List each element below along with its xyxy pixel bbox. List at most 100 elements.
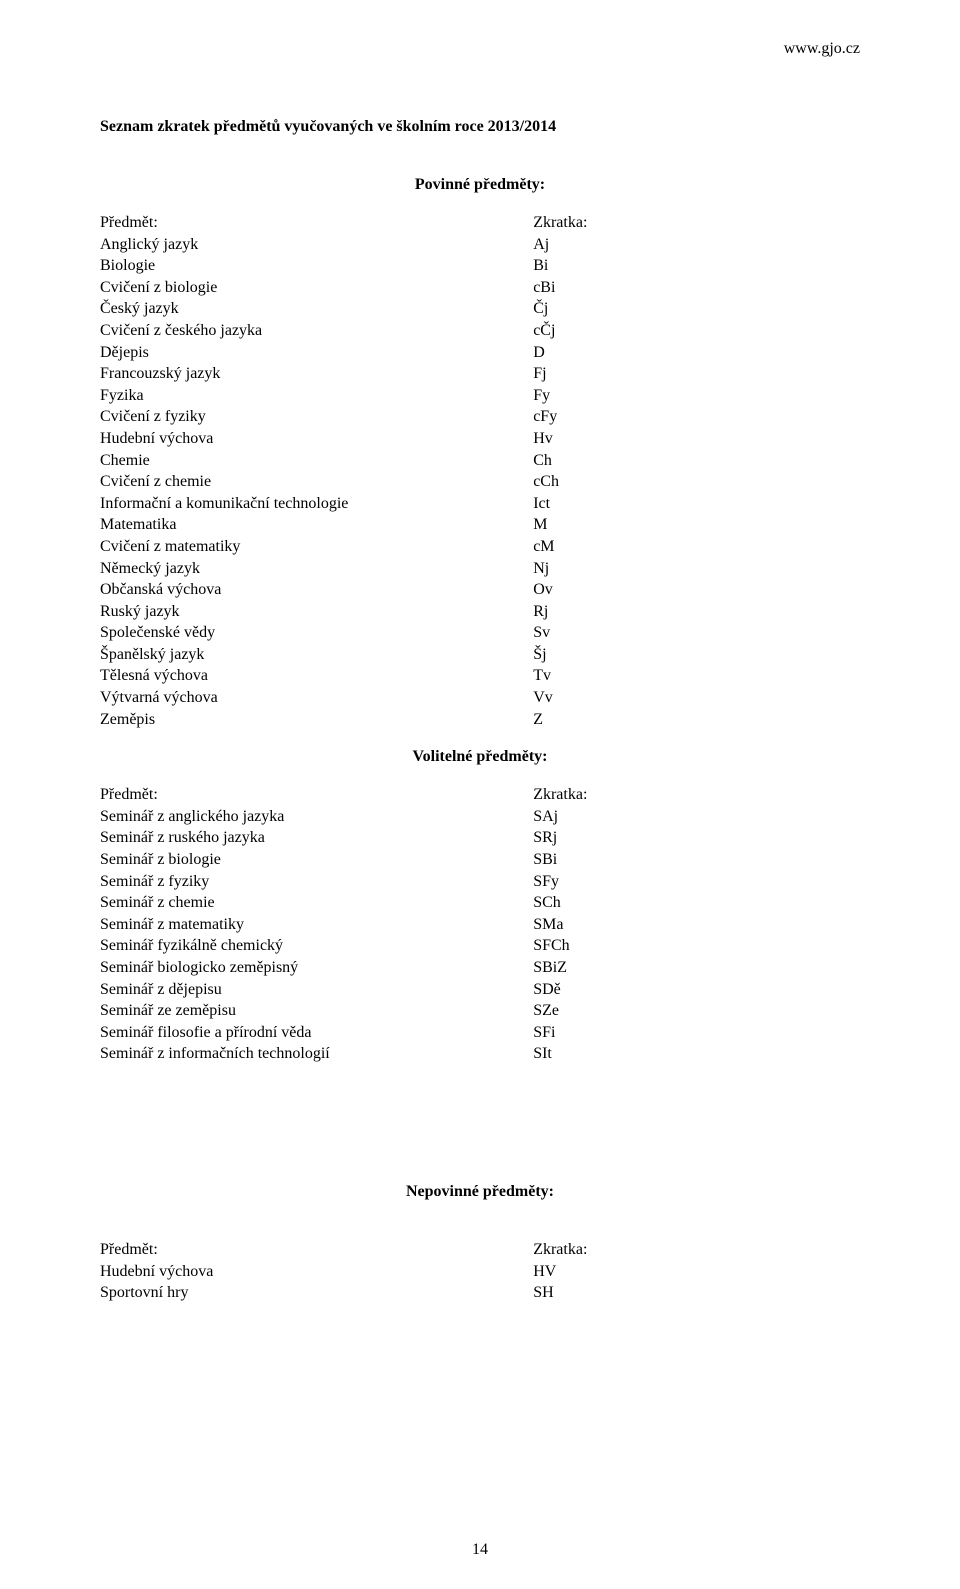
- subject-name: Sportovní hry: [100, 1282, 533, 1304]
- subject-abbrev: Bi: [533, 255, 860, 277]
- page-url: www.gjo.cz: [100, 40, 860, 58]
- subject-abbrev: M: [533, 514, 860, 536]
- subject-name: Chemie: [100, 450, 533, 472]
- table-row: ZeměpisZ: [100, 709, 860, 731]
- subject-name: Český jazyk: [100, 298, 533, 320]
- subject-abbrev: Rj: [533, 601, 860, 623]
- table-row: Seminář z chemieSCh: [100, 892, 860, 914]
- table-row: Anglický jazykAj: [100, 234, 860, 256]
- table-row: Český jazykČj: [100, 298, 860, 320]
- subject-name: Seminář z dějepisu: [100, 979, 533, 1001]
- subject-name: Seminář z biologie: [100, 849, 533, 871]
- table-row: Tělesná výchovaTv: [100, 665, 860, 687]
- subject-name: Zeměpis: [100, 709, 533, 731]
- subject-abbrev: Nj: [533, 558, 860, 580]
- subject-abbrev: SH: [533, 1282, 860, 1304]
- table-row: Cvičení z matematikycM: [100, 536, 860, 558]
- subject-abbrev: cČj: [533, 320, 860, 342]
- subject-name: Cvičení z biologie: [100, 277, 533, 299]
- subject-name: Hudební výchova: [100, 1261, 533, 1283]
- table-row: Cvičení z fyzikycFy: [100, 406, 860, 428]
- subject-abbrev: D: [533, 342, 860, 364]
- subject-abbrev: cBi: [533, 277, 860, 299]
- table-row: Hudební výchovaHv: [100, 428, 860, 450]
- table-row: Cvičení z chemiecCh: [100, 471, 860, 493]
- subject-abbrev: Hv: [533, 428, 860, 450]
- subject-name: Seminář z matematiky: [100, 914, 533, 936]
- subject-abbrev: Aj: [533, 234, 860, 256]
- subject-abbrev: SZe: [533, 1000, 860, 1022]
- subject-name: Seminář ze zeměpisu: [100, 1000, 533, 1022]
- subject-name: Biologie: [100, 255, 533, 277]
- table-header-row: Předmět: Zkratka:: [100, 212, 860, 234]
- subject-name: Matematika: [100, 514, 533, 536]
- subject-abbrev: Vv: [533, 687, 860, 709]
- subject-abbrev: SBi: [533, 849, 860, 871]
- table-row: Společenské vědySv: [100, 622, 860, 644]
- subject-abbrev: SIt: [533, 1043, 860, 1065]
- subject-name: Seminář z fyziky: [100, 871, 533, 893]
- subject-name: Fyzika: [100, 385, 533, 407]
- subject-name: Německý jazyk: [100, 558, 533, 580]
- subject-abbrev: Čj: [533, 298, 860, 320]
- subject-abbrev: Tv: [533, 665, 860, 687]
- page-number: 14: [0, 1541, 960, 1559]
- table-row: Španělský jazykŠj: [100, 644, 860, 666]
- table-row: Seminář z dějepisuSDě: [100, 979, 860, 1001]
- subject-name: Ruský jazyk: [100, 601, 533, 623]
- table-row: BiologieBi: [100, 255, 860, 277]
- subject-abbrev: SFy: [533, 871, 860, 893]
- header-left: Předmět:: [100, 212, 533, 234]
- subject-abbrev: Fj: [533, 363, 860, 385]
- subject-abbrev: SBiZ: [533, 957, 860, 979]
- table-row: Francouzský jazykFj: [100, 363, 860, 385]
- table-row: Výtvarná výchovaVv: [100, 687, 860, 709]
- table-row: Seminář z fyzikySFy: [100, 871, 860, 893]
- subject-name: Hudební výchova: [100, 428, 533, 450]
- subject-name: Cvičení z českého jazyka: [100, 320, 533, 342]
- subject-name: Výtvarná výchova: [100, 687, 533, 709]
- spacer: [100, 1219, 860, 1239]
- subject-abbrev: SFCh: [533, 935, 860, 957]
- subject-name: Seminář z ruského jazyka: [100, 827, 533, 849]
- subject-name: Cvičení z fyziky: [100, 406, 533, 428]
- subject-name: Seminář z anglického jazyka: [100, 806, 533, 828]
- table-row: FyzikaFy: [100, 385, 860, 407]
- section-heading-required: Povinné předměty:: [100, 176, 860, 194]
- table-row: Seminář filosofie a přírodní vědaSFi: [100, 1022, 860, 1044]
- table-row: Seminář ze zeměpisuSZe: [100, 1000, 860, 1022]
- section-heading-extra: Nepovinné předměty:: [100, 1183, 860, 1201]
- subject-abbrev: SAj: [533, 806, 860, 828]
- subject-name: Seminář z informačních technologií: [100, 1043, 533, 1065]
- subject-abbrev: cCh: [533, 471, 860, 493]
- subject-name: Dějepis: [100, 342, 533, 364]
- table-optional: Předmět: Zkratka: Seminář z anglického j…: [100, 784, 860, 1065]
- table-row: Hudební výchovaHV: [100, 1261, 860, 1283]
- table-row: MatematikaM: [100, 514, 860, 536]
- subject-abbrev: cFy: [533, 406, 860, 428]
- subject-name: Seminář z chemie: [100, 892, 533, 914]
- page-title: Seznam zkratek předmětů vyučovaných ve š…: [100, 118, 860, 136]
- subject-name: Cvičení z matematiky: [100, 536, 533, 558]
- table-extra: Předmět: Zkratka: Hudební výchovaHVSport…: [100, 1239, 860, 1304]
- table-row: Seminář z ruského jazykaSRj: [100, 827, 860, 849]
- header-right: Zkratka:: [533, 212, 860, 234]
- table-row: Seminář z anglického jazykaSAj: [100, 806, 860, 828]
- subject-abbrev: Fy: [533, 385, 860, 407]
- spacer: [100, 1065, 860, 1165]
- table-row: DějepisD: [100, 342, 860, 364]
- table-row: Seminář biologicko zeměpisnýSBiZ: [100, 957, 860, 979]
- subject-name: Seminář biologicko zeměpisný: [100, 957, 533, 979]
- table-row: Seminář z matematikySMa: [100, 914, 860, 936]
- table-row: Německý jazykNj: [100, 558, 860, 580]
- subject-abbrev: Ch: [533, 450, 860, 472]
- header-right: Zkratka:: [533, 1239, 860, 1261]
- table-required: Předmět: Zkratka: Anglický jazykAjBiolog…: [100, 212, 860, 730]
- table-row: ChemieCh: [100, 450, 860, 472]
- subject-name: Informační a komunikační technologie: [100, 493, 533, 515]
- table-row: Cvičení z českého jazykacČj: [100, 320, 860, 342]
- subject-abbrev: SFi: [533, 1022, 860, 1044]
- table-header-row: Předmět: Zkratka:: [100, 784, 860, 806]
- table-header-row: Předmět: Zkratka:: [100, 1239, 860, 1261]
- subject-name: Tělesná výchova: [100, 665, 533, 687]
